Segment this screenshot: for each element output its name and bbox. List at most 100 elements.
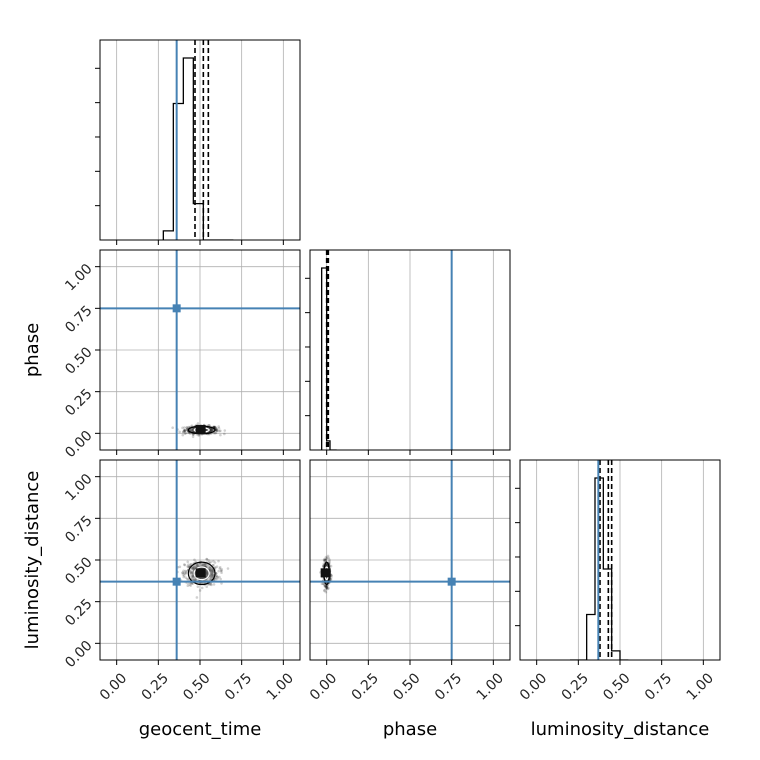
scatter-point bbox=[189, 429, 193, 432]
scatter-point bbox=[196, 563, 199, 567]
y-tick-label: 0.25 bbox=[62, 386, 95, 419]
scatter-point bbox=[185, 426, 188, 429]
scatter-point bbox=[210, 572, 214, 576]
scatter-point bbox=[208, 566, 211, 570]
scatter-point bbox=[223, 429, 227, 432]
scatter-point bbox=[190, 572, 193, 575]
scatter-point bbox=[218, 429, 221, 433]
scatter-point bbox=[187, 565, 190, 569]
scatter-point bbox=[209, 429, 213, 432]
scatter-point bbox=[183, 429, 186, 433]
scatter-point bbox=[205, 585, 209, 589]
scatter-point bbox=[220, 568, 224, 571]
scatter-point bbox=[325, 586, 328, 589]
scatter-point bbox=[213, 561, 217, 564]
scatter-point bbox=[190, 429, 194, 432]
scatter-point bbox=[208, 568, 212, 572]
y-tick-label: 1.00 bbox=[62, 471, 95, 504]
scatter-point bbox=[325, 563, 328, 567]
scatter-point bbox=[193, 566, 197, 569]
scatter-point bbox=[183, 571, 186, 575]
scatter-point bbox=[203, 564, 207, 567]
panel-geocent_time-phase bbox=[95, 249, 301, 455]
scatter-point bbox=[183, 428, 186, 432]
scatter-point bbox=[208, 577, 212, 581]
scatter-point bbox=[184, 571, 188, 575]
scatter-point bbox=[210, 428, 214, 432]
x-axis-label-luminosity_distance: luminosity_distance bbox=[531, 719, 710, 740]
scatter-point bbox=[183, 563, 187, 567]
scatter-point bbox=[181, 430, 185, 434]
scatter-point bbox=[189, 563, 192, 566]
x-tick-label: 0.50 bbox=[390, 670, 423, 703]
scatter-point bbox=[205, 558, 209, 561]
scatter-point bbox=[181, 571, 185, 574]
scatter-point bbox=[185, 570, 188, 573]
scatter-point bbox=[187, 563, 190, 566]
scatter-point bbox=[217, 425, 220, 428]
scatter-point bbox=[210, 429, 213, 433]
scatter-point bbox=[209, 575, 213, 579]
y-tick-label: 0.75 bbox=[62, 303, 95, 336]
x-axis-label-phase: phase bbox=[383, 719, 437, 740]
panel-luminosity_distance-luminosity_distance bbox=[515, 459, 721, 665]
y-tick-label: 0.75 bbox=[62, 513, 95, 546]
scatter-point bbox=[192, 566, 195, 569]
scatter-point bbox=[210, 428, 213, 431]
scatter-point bbox=[209, 560, 213, 564]
y-tick-label: 0.50 bbox=[62, 344, 95, 377]
scatter-point bbox=[181, 433, 185, 437]
scatter-point bbox=[209, 429, 213, 432]
scatter-point bbox=[214, 431, 218, 434]
scatter-point bbox=[215, 429, 219, 432]
scatter-point bbox=[182, 574, 186, 577]
x-tick-label: 1.00 bbox=[684, 670, 717, 703]
scatter-point bbox=[182, 428, 186, 432]
panel-geocent_time-luminosity_distance bbox=[95, 459, 301, 665]
x-tick-label: 0.75 bbox=[642, 670, 675, 703]
scatter-point bbox=[192, 575, 195, 578]
scatter-point bbox=[187, 565, 191, 569]
scatter-point bbox=[209, 429, 213, 433]
scatter-point bbox=[194, 564, 198, 568]
scatter-point bbox=[211, 569, 215, 573]
scatter-point bbox=[209, 429, 212, 432]
scatter-point bbox=[191, 429, 195, 432]
scatter-point bbox=[184, 431, 188, 435]
scatter-point bbox=[191, 433, 195, 436]
scatter-point bbox=[182, 563, 186, 566]
scatter-point bbox=[218, 567, 222, 570]
scatter-point bbox=[209, 569, 213, 572]
scatter-point bbox=[196, 585, 200, 588]
scatter-point bbox=[219, 429, 222, 433]
scatter-point bbox=[200, 563, 203, 567]
scatter-point bbox=[184, 572, 187, 575]
scatter-point bbox=[189, 584, 192, 587]
scatter-point bbox=[209, 574, 213, 577]
scatter-point bbox=[218, 566, 222, 569]
scatter-point bbox=[215, 429, 218, 433]
scatter-point bbox=[187, 425, 191, 429]
scatter-point bbox=[186, 584, 190, 588]
scatter-point bbox=[178, 430, 181, 434]
scatter-point bbox=[209, 430, 212, 433]
scatter-point bbox=[209, 427, 213, 431]
x-tick-label: 0.25 bbox=[349, 670, 382, 703]
scatter-point bbox=[216, 575, 220, 579]
scatter-point bbox=[328, 559, 331, 563]
scatter-point bbox=[211, 574, 215, 578]
scatter-point bbox=[219, 433, 222, 437]
scatter-point bbox=[191, 575, 195, 579]
scatter-point bbox=[325, 563, 328, 566]
scatter-point bbox=[325, 564, 328, 567]
x-tick-label: 0.50 bbox=[180, 670, 213, 703]
scatter-point bbox=[197, 564, 200, 568]
scatter-point bbox=[182, 430, 185, 433]
scatter-point bbox=[194, 578, 198, 582]
scatter-point bbox=[211, 569, 214, 572]
scatter-point bbox=[192, 568, 195, 571]
scatter-point bbox=[209, 429, 212, 433]
scatter-point bbox=[189, 571, 193, 574]
scatter-point bbox=[208, 565, 212, 569]
scatter-point bbox=[214, 431, 217, 435]
